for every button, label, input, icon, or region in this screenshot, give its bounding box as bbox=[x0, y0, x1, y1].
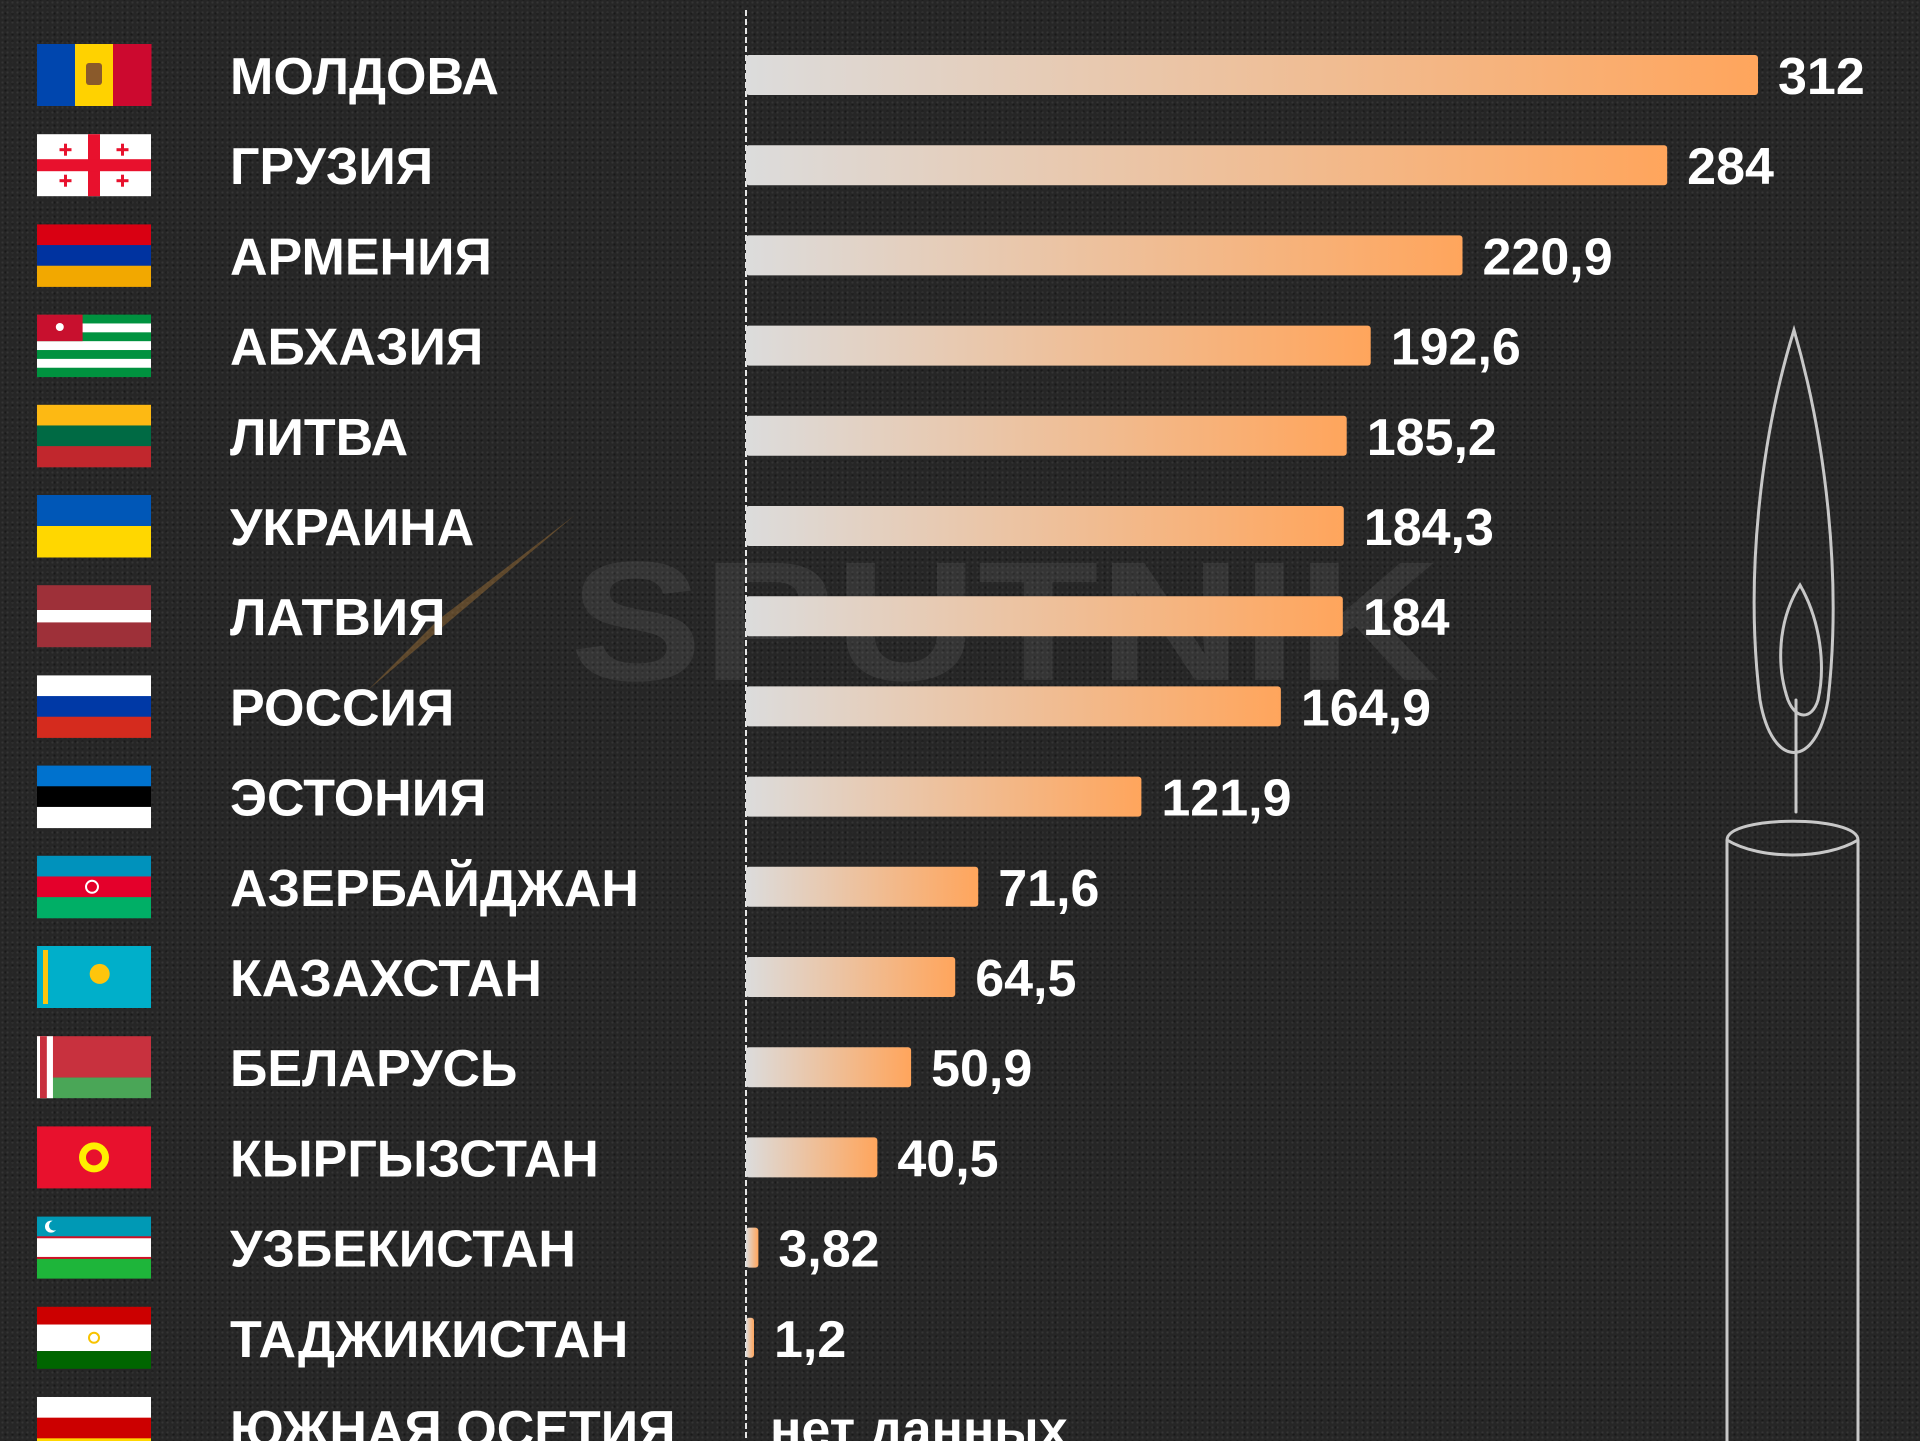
flag-icon-row-11 bbox=[37, 946, 151, 1008]
flag-icon-row-2 bbox=[37, 134, 151, 197]
flag-icon-row-1 bbox=[37, 44, 152, 106]
bar-row-9 bbox=[746, 776, 1142, 817]
flag-icon-row-16 bbox=[37, 1397, 151, 1441]
bar-row-2 bbox=[746, 145, 1668, 186]
country-label-row-2: ГРУЗИЯ bbox=[230, 138, 433, 196]
value-label-row-13: 40,5 bbox=[897, 1130, 998, 1188]
country-label-row-11: КАЗАХСТАН bbox=[230, 950, 542, 1008]
bar-row-13 bbox=[746, 1137, 878, 1178]
flag-icon-row-8 bbox=[37, 675, 151, 738]
bar-row-14 bbox=[746, 1227, 759, 1268]
country-label-row-4: АБХАЗИЯ bbox=[230, 319, 483, 377]
value-label-row-3: 220,9 bbox=[1483, 228, 1613, 286]
country-label-row-5: ЛИТВА bbox=[230, 409, 408, 467]
value-label-row-5: 185,2 bbox=[1367, 409, 1497, 467]
bar-row-8 bbox=[746, 686, 1281, 727]
country-label-row-8: РОССИЯ bbox=[230, 679, 454, 737]
candle-flame-icon bbox=[1752, 324, 1835, 754]
bar-row-12 bbox=[746, 1047, 912, 1088]
value-label-row-7: 184 bbox=[1363, 589, 1450, 647]
bar-row-10 bbox=[746, 866, 979, 907]
bar-row-3 bbox=[746, 235, 1463, 276]
value-label-row-15: 1,2 bbox=[774, 1311, 846, 1369]
country-labels-layer: МОЛДОВА ГРУЗИЯ АРМЕНИЯ АБХАЗИЯ ЛИТВА УКРАИНА Л… bbox=[230, 48, 675, 1441]
flag-icon-row-14 bbox=[37, 1216, 151, 1279]
flags-layer bbox=[37, 44, 152, 1441]
flag-icon-row-9 bbox=[37, 765, 151, 829]
flag-icon-row-5 bbox=[37, 404, 151, 468]
country-label-row-3: АРМЕНИЯ bbox=[230, 228, 492, 286]
value-label-row-10: 71,6 bbox=[998, 860, 1099, 918]
country-label-row-6: УКРАИНА bbox=[230, 499, 474, 557]
flag-icon-row-15 bbox=[37, 1306, 151, 1369]
sputnik-logo-icon bbox=[368, 515, 575, 690]
value-label-row-2: 284 bbox=[1687, 138, 1774, 196]
flag-icon-row-4 bbox=[37, 314, 151, 378]
country-label-row-14: УЗБЕКИСТАН bbox=[230, 1221, 576, 1279]
country-label-row-9: ЭСТОНИЯ bbox=[230, 770, 486, 828]
bar-row-6 bbox=[746, 506, 1344, 546]
value-label-row-1: 312 bbox=[1778, 48, 1865, 106]
bar-row-7 bbox=[746, 596, 1343, 637]
country-label-row-12: БЕЛАРУСЬ bbox=[230, 1040, 517, 1098]
flag-icon-row-6 bbox=[37, 495, 151, 558]
value-label-row-6: 184,3 bbox=[1364, 499, 1494, 557]
country-label-row-1: МОЛДОВА bbox=[230, 48, 499, 106]
country-label-row-7: ЛАТВИЯ bbox=[230, 589, 446, 647]
flag-icon-row-3 bbox=[37, 224, 151, 287]
value-label-row-12: 50,9 bbox=[931, 1040, 1032, 1098]
value-label-row-8: 164,9 bbox=[1301, 679, 1431, 737]
country-label-row-13: КЫРГЫЗСТАН bbox=[230, 1130, 599, 1188]
value-label-row-11: 64,5 bbox=[975, 950, 1076, 1008]
flag-icon-row-13 bbox=[37, 1126, 151, 1189]
candle-inner-flame-icon bbox=[1779, 582, 1823, 717]
country-label-row-15: ТАДЖИКИСТАН bbox=[230, 1311, 628, 1369]
bar-row-4 bbox=[746, 325, 1371, 366]
candle-body-icon bbox=[1725, 819, 1860, 1441]
bar-row-5 bbox=[746, 415, 1347, 456]
value-label-row-4: 192,6 bbox=[1391, 319, 1521, 377]
value-label-row-14: 3,82 bbox=[778, 1221, 879, 1279]
bar-row-15 bbox=[746, 1317, 754, 1358]
flag-icon-row-7 bbox=[37, 585, 151, 648]
bars-layer bbox=[746, 55, 1758, 1358]
bar-row-1 bbox=[746, 55, 1758, 95]
candle-illustration bbox=[1725, 324, 1860, 1441]
value-label-row-9: 121,9 bbox=[1161, 770, 1291, 828]
country-label-row-16: ЮЖНАЯ ОСЕТИЯ bbox=[230, 1401, 675, 1441]
flag-icon-row-12 bbox=[37, 1036, 151, 1099]
value-label-row-16: нет данных bbox=[770, 1401, 1068, 1441]
flag-icon-row-10 bbox=[37, 855, 151, 919]
country-label-row-10: АЗЕРБАЙДЖАН bbox=[230, 859, 639, 918]
bar-row-11 bbox=[746, 957, 956, 997]
